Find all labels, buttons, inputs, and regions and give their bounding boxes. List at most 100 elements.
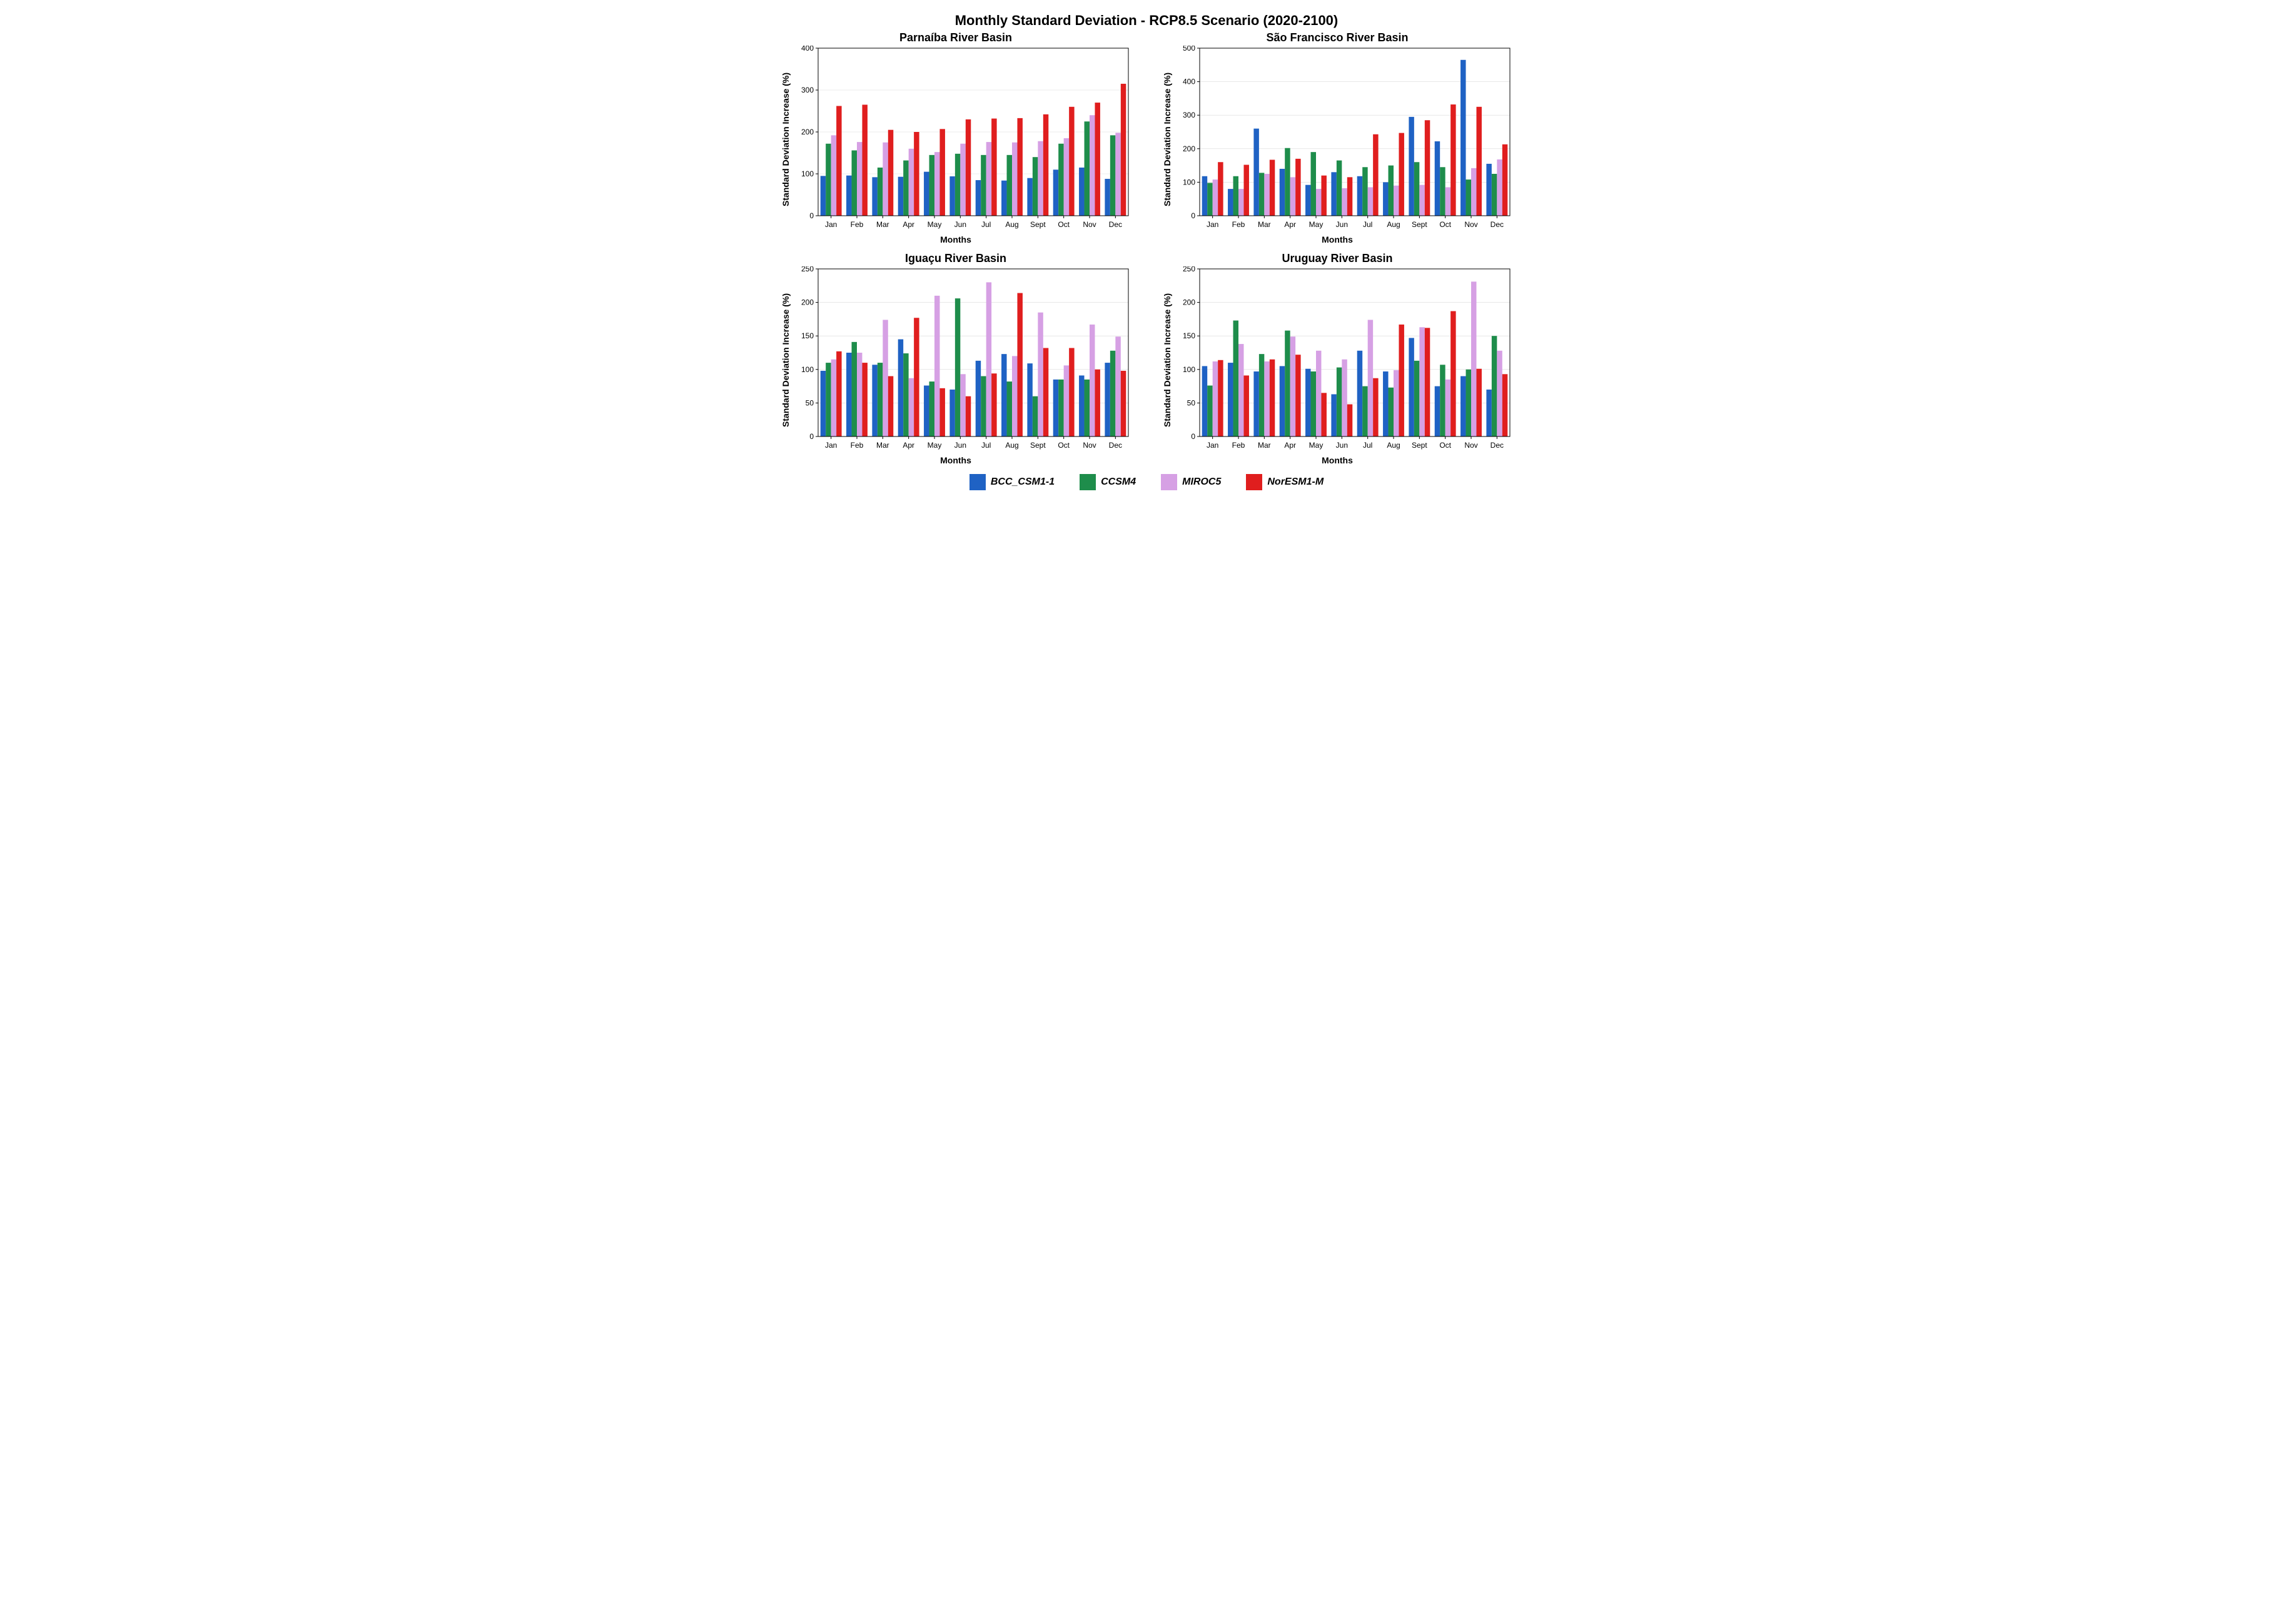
y-tick-label: 400 (801, 46, 814, 53)
x-tick-label: Dec (1109, 441, 1122, 450)
x-tick-label: Nov (1464, 220, 1477, 229)
bar (924, 172, 929, 216)
x-tick-label: Jun (954, 441, 966, 450)
bar (986, 282, 991, 436)
bar (966, 119, 971, 216)
y-axis-label: Standard Deviation Increase (%) (1162, 293, 1172, 427)
legend-item: NorESM1-M (1246, 474, 1324, 490)
x-tick-label: Sept (1412, 441, 1427, 450)
x-axis-label: Months (940, 235, 971, 245)
x-tick-label: Jun (1336, 441, 1348, 450)
bar (1342, 188, 1347, 216)
y-tick-label: 100 (801, 365, 814, 374)
x-tick-label: Aug (1005, 441, 1018, 450)
bar (1342, 360, 1347, 436)
x-axis-label: Months (1322, 235, 1353, 245)
bar (1259, 173, 1264, 216)
legend-swatch (969, 474, 986, 490)
bar (960, 374, 965, 436)
y-axis-label: Standard Deviation Increase (%) (1162, 73, 1172, 206)
legend-swatch (1161, 474, 1177, 490)
bar (821, 371, 826, 436)
bar (1502, 144, 1507, 216)
bar (888, 376, 893, 436)
bar (1285, 148, 1290, 216)
bar (1347, 177, 1352, 216)
x-tick-label: Oct (1439, 441, 1451, 450)
bar (1233, 176, 1238, 216)
bar (862, 363, 867, 436)
bar (1213, 179, 1218, 216)
bar (1079, 168, 1084, 216)
bar (949, 390, 954, 436)
bar (1043, 114, 1048, 216)
chart-panel: Parnaíba River BasinStandard Deviation I… (771, 31, 1140, 245)
bar (1053, 380, 1058, 436)
bar (981, 155, 986, 216)
bar (1492, 336, 1497, 436)
bar (1295, 355, 1300, 436)
bar (1460, 376, 1465, 436)
y-tick-label: 150 (801, 331, 814, 340)
bar (955, 154, 960, 216)
bar (1058, 380, 1063, 436)
bar (1095, 103, 1100, 216)
bar (1368, 320, 1373, 436)
bar (1311, 152, 1316, 216)
bar (1270, 159, 1275, 216)
x-tick-label: May (1309, 441, 1324, 450)
bar (949, 176, 954, 216)
bar (1017, 118, 1022, 216)
bar (1095, 370, 1100, 436)
y-tick-label: 250 (801, 266, 814, 273)
bar (1414, 162, 1419, 216)
bar (1038, 141, 1043, 216)
bar (1435, 141, 1440, 216)
x-tick-label: Jan (825, 220, 837, 229)
bar (883, 320, 888, 436)
bar (1012, 356, 1017, 436)
legend-label: CCSM4 (1101, 477, 1136, 488)
chart-svg: 050100150200250JanFebMarAprMayJunJulAugS… (793, 266, 1131, 454)
bar (939, 388, 944, 436)
bar (1497, 351, 1502, 436)
bar (898, 340, 903, 436)
bar (1033, 396, 1038, 436)
bar (1007, 155, 1012, 216)
bar (1399, 133, 1404, 216)
chart-svg: 0100200300400500JanFebMarAprMayJunJulAug… (1175, 46, 1512, 233)
y-tick-label: 200 (801, 128, 814, 136)
bar (1069, 107, 1074, 216)
bar (1290, 336, 1295, 436)
bar (1033, 157, 1038, 216)
y-tick-label: 0 (1191, 432, 1195, 441)
x-tick-label: Mar (876, 220, 889, 229)
bar (857, 142, 862, 216)
chart-svg: 0100200300400JanFebMarAprMayJunJulAugSep… (793, 46, 1131, 233)
bar (1466, 179, 1471, 216)
bar (924, 386, 929, 436)
bar (1027, 363, 1032, 436)
bar (1007, 381, 1012, 436)
bar (1001, 354, 1006, 436)
legend: BCC_CSM1-1CCSM4MIROC5NorESM1-M (771, 474, 1522, 490)
bar (1253, 371, 1258, 436)
bar (1450, 311, 1455, 436)
bar (883, 143, 888, 216)
legend-label: MIROC5 (1182, 477, 1221, 488)
bar (1383, 182, 1388, 216)
bar (1316, 189, 1321, 216)
bar (1425, 120, 1430, 216)
bar (1001, 181, 1006, 216)
bar (909, 149, 914, 216)
bar (1409, 338, 1414, 436)
bar (1305, 369, 1310, 436)
bar (1331, 394, 1336, 436)
bar (1053, 169, 1058, 216)
bar (1440, 167, 1445, 216)
y-tick-label: 400 (1183, 78, 1195, 86)
chart-panel: Uruguay River BasinStandard Deviation In… (1153, 252, 1522, 465)
bar (852, 150, 857, 216)
bar (1425, 328, 1430, 436)
bar (857, 353, 862, 436)
